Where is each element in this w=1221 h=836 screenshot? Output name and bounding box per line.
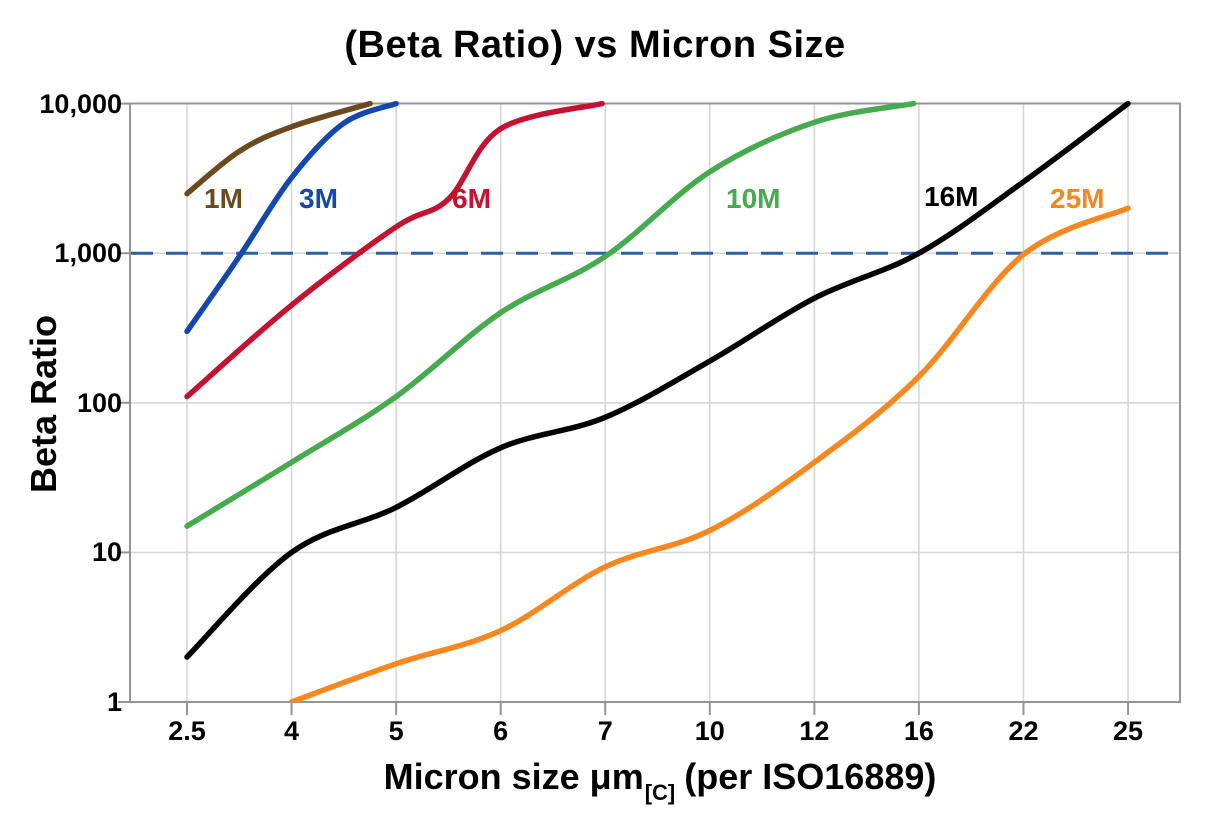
chart-title: (Beta Ratio) vs Micron Size bbox=[344, 24, 846, 66]
y-tick-label-1,000: 1,000 bbox=[54, 238, 122, 269]
x-tick-label-10: 10 bbox=[694, 716, 725, 746]
curve-16m bbox=[184, 101, 1131, 660]
curve-6m bbox=[184, 101, 605, 400]
x-axis-title-subscript: [C] bbox=[644, 780, 676, 805]
series-label-25m: 25M bbox=[1050, 183, 1105, 214]
curve-10m bbox=[184, 101, 917, 529]
series-label-1m: 1M bbox=[204, 183, 243, 214]
x-tick-label-25: 25 bbox=[1113, 716, 1144, 746]
curve-1m bbox=[184, 101, 373, 197]
x-axis-title-main: Micron size μm bbox=[383, 756, 644, 797]
y-tick-label-1: 1 bbox=[106, 687, 122, 717]
x-tick-label-16: 16 bbox=[903, 716, 934, 746]
x-axis-title-rest: (per ISO16889) bbox=[674, 756, 937, 797]
x-axis-title: Micron size μm[C] (per ISO16889) bbox=[383, 756, 937, 805]
y-tick-label-10,000: 10,000 bbox=[39, 88, 122, 119]
x-tick-label-22: 22 bbox=[1008, 716, 1039, 746]
curve-25m bbox=[288, 205, 1131, 703]
series-label-10m: 10M bbox=[726, 183, 781, 214]
series-label-3m: 3M bbox=[299, 183, 338, 214]
y-tick-label-10: 10 bbox=[91, 537, 122, 568]
x-tick-label-12: 12 bbox=[799, 716, 830, 746]
x-tick-label-4: 4 bbox=[284, 716, 300, 746]
series-label-16m: 16M bbox=[924, 181, 979, 212]
x-tick-label-5: 5 bbox=[388, 716, 404, 746]
x-tick-label-2.5: 2.5 bbox=[168, 716, 206, 746]
x-tick-label-6: 6 bbox=[493, 716, 509, 746]
curve-3m bbox=[184, 101, 399, 335]
series-label-6m: 6M bbox=[452, 183, 491, 214]
x-tick-label-7: 7 bbox=[597, 716, 613, 746]
y-tick-label-100: 100 bbox=[76, 387, 122, 418]
